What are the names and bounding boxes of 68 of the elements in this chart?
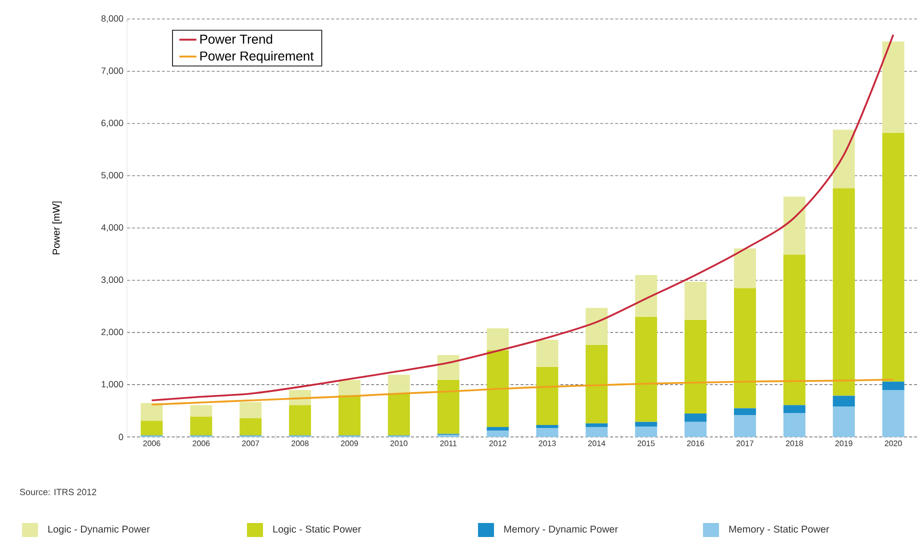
bar bbox=[635, 275, 658, 317]
bar bbox=[190, 405, 212, 417]
bar bbox=[486, 427, 509, 431]
bar bbox=[240, 402, 262, 418]
y-axis-title: Power [mW] bbox=[52, 202, 62, 254]
y-tick-label: 0 bbox=[118, 434, 124, 440]
bar bbox=[388, 374, 410, 394]
bar bbox=[684, 320, 707, 414]
bar bbox=[734, 408, 756, 416]
bar bbox=[486, 350, 509, 428]
bar bbox=[536, 340, 558, 367]
y-tick-label: 5,000 bbox=[101, 172, 124, 180]
y-tick-label: 6,000 bbox=[102, 120, 124, 128]
bar bbox=[684, 413, 707, 422]
bar bbox=[832, 406, 855, 437]
bar bbox=[882, 132, 904, 382]
bar bbox=[734, 288, 756, 408]
legend-label: Logic - Static Power bbox=[273, 525, 361, 535]
bar bbox=[140, 420, 163, 436]
source-note: Source: ITRS 2012 bbox=[20, 488, 96, 496]
bar bbox=[140, 403, 163, 421]
legend-label: Memory - Static Power bbox=[729, 525, 830, 535]
bar bbox=[486, 430, 509, 437]
bar bbox=[832, 130, 855, 188]
line-series bbox=[150, 34, 894, 402]
bar bbox=[437, 354, 460, 380]
bar bbox=[437, 380, 460, 434]
line-series bbox=[150, 378, 894, 406]
y-tick-label: 2,000 bbox=[102, 328, 124, 336]
bar bbox=[635, 422, 658, 427]
bar bbox=[338, 380, 360, 396]
bar bbox=[536, 366, 558, 425]
bar bbox=[684, 422, 707, 437]
bar bbox=[635, 426, 658, 437]
y-tick-label: 3,000 bbox=[101, 276, 124, 284]
bar bbox=[783, 196, 806, 255]
bar bbox=[388, 393, 410, 436]
bar bbox=[783, 405, 806, 413]
bar bbox=[734, 415, 756, 437]
bar bbox=[586, 427, 608, 437]
bar bbox=[832, 396, 855, 407]
bar bbox=[586, 345, 608, 424]
bar bbox=[882, 390, 904, 437]
bar bbox=[783, 254, 806, 406]
y-tick-label: 1,000 bbox=[102, 381, 124, 388]
y-tick-label: 4,000 bbox=[101, 224, 124, 232]
legend-label: Power Trend bbox=[200, 34, 272, 44]
bar bbox=[536, 424, 558, 428]
bar bbox=[190, 416, 212, 436]
bar bbox=[536, 428, 558, 437]
bar bbox=[882, 382, 904, 390]
bar bbox=[684, 282, 707, 320]
bar bbox=[486, 328, 509, 350]
bar bbox=[586, 308, 608, 346]
bar bbox=[832, 188, 855, 396]
bar bbox=[734, 248, 756, 288]
legend-label: Logic - Dynamic Power bbox=[48, 525, 150, 535]
legend-label: Memory - Dynamic Power bbox=[504, 525, 618, 535]
bar bbox=[783, 412, 806, 437]
bar bbox=[635, 316, 658, 422]
bar bbox=[586, 423, 608, 428]
bar bbox=[289, 405, 312, 436]
legend-label: Power Requirement bbox=[200, 51, 314, 64]
bar bbox=[338, 395, 360, 436]
bar bbox=[882, 41, 904, 133]
y-tick-label: 8,000 bbox=[101, 15, 124, 23]
y-tick-label: 7,000 bbox=[102, 68, 124, 75]
bar bbox=[240, 418, 262, 436]
